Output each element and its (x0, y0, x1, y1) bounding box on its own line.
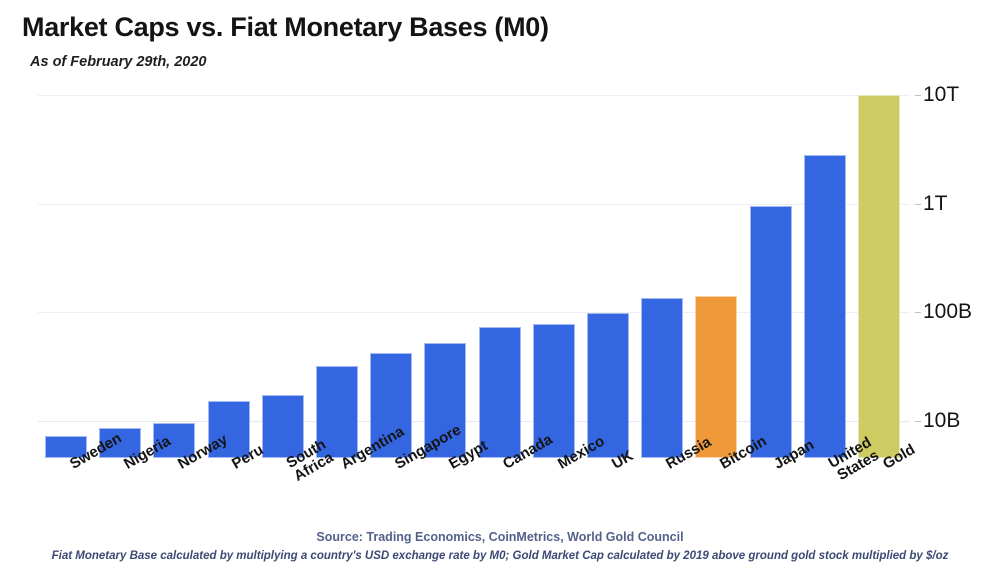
bar-russia[interactable] (641, 298, 684, 458)
bar-sweden[interactable] (45, 435, 87, 458)
y-tick-mark (915, 420, 921, 422)
y-tick-label-10T: 10T (923, 83, 960, 106)
bar-norway[interactable] (153, 422, 196, 458)
bar-united-states[interactable] (803, 154, 846, 458)
bar-mexico[interactable] (532, 323, 575, 458)
y-tick-mark (915, 95, 921, 96)
bar-egypt[interactable] (424, 342, 467, 458)
disclaimer-note: Fiat Monetary Base calculated by multipl… (51, 550, 949, 562)
bar-uk[interactable] (587, 313, 629, 458)
y-tick-label-10B: 10B (923, 408, 961, 432)
chart-title: Market Caps vs. Fiat Monetary Bases (M0) (22, 12, 549, 42)
gridline-1T (38, 203, 910, 205)
x-axis-labels: Sweden Nigeria Norway Peru South Africa Argent… (38, 421, 918, 520)
bar-singapore[interactable] (370, 352, 413, 458)
y-tick-mark (915, 312, 921, 313)
bar-gold[interactable] (858, 95, 900, 458)
bar-peru[interactable] (207, 401, 250, 458)
plot-area (38, 88, 910, 458)
gridline-10B (38, 420, 910, 422)
bar-japan[interactable] (749, 205, 792, 458)
chart-subtitle: As of February 29th, 2020 (30, 54, 207, 70)
y-tick-label-1T: 1T (923, 191, 948, 215)
bar-series (38, 88, 910, 458)
bar-south-africa[interactable] (261, 395, 304, 458)
gridline-10T (38, 95, 910, 96)
bar-nigeria[interactable] (99, 427, 142, 458)
source-note: Source: Trading Economics, CoinMetrics, … (316, 530, 684, 544)
y-tick-label-100B: 100B (923, 300, 973, 323)
gridline-100B (38, 312, 910, 313)
y-tick-mark (915, 203, 921, 205)
bar-canada[interactable] (478, 327, 521, 458)
bar-argentina[interactable] (316, 365, 358, 458)
bar-bitcoin[interactable] (695, 296, 738, 458)
